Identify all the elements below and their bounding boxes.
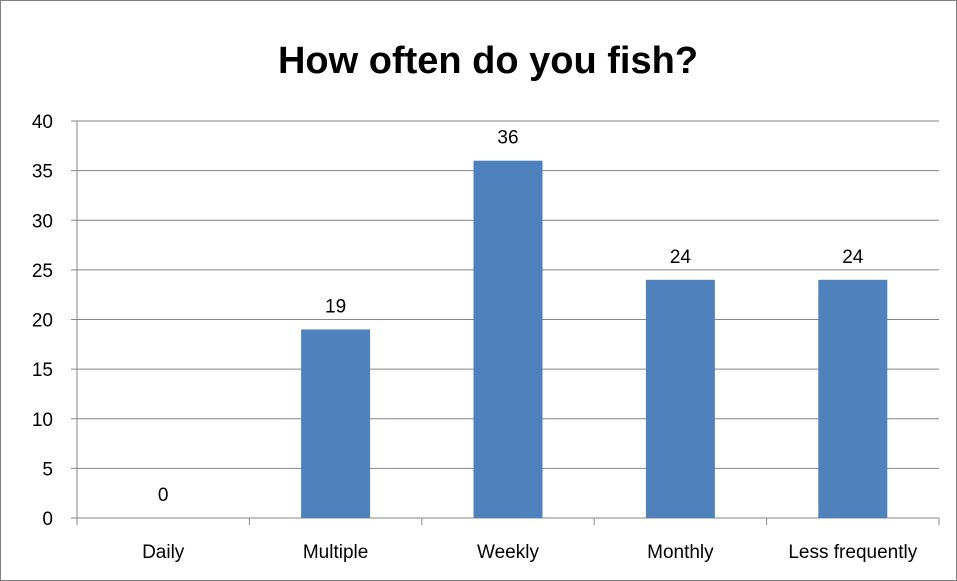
y-tick-label: 30: [32, 211, 53, 232]
y-tick-label: 5: [42, 459, 53, 480]
y-tick-label: 25: [32, 261, 53, 282]
y-axis-ticks: 0 5 10 15 20 25 30 35 40: [32, 112, 53, 530]
data-label: 36: [497, 128, 518, 149]
data-label: 24: [670, 247, 692, 268]
bar: [645, 279, 715, 518]
data-label: 19: [325, 296, 346, 317]
category-label: Daily: [142, 542, 185, 563]
x-axis-categories: Daily Multiple Weekly Monthly Less frequentl…: [142, 542, 918, 563]
y-tick-label: 35: [32, 162, 53, 183]
bar: [473, 160, 543, 518]
category-label: Less frequently: [788, 542, 917, 563]
y-tick-label: 15: [32, 360, 53, 381]
chart-title: How often do you fish?: [278, 40, 698, 82]
category-label: Multiple: [303, 542, 368, 563]
data-labels: 0 19 36 24 24: [158, 128, 864, 506]
category-label: Monthly: [647, 542, 714, 563]
bar: [818, 279, 888, 518]
category-label: Weekly: [477, 542, 539, 563]
bar: [301, 329, 371, 518]
data-label: 24: [842, 247, 864, 268]
bars: [301, 160, 888, 518]
y-tick-label: 40: [32, 112, 53, 133]
y-tick-label: 0: [42, 509, 53, 530]
data-label: 0: [158, 485, 169, 506]
y-tick-label: 10: [32, 410, 53, 431]
y-tick-label: 20: [32, 311, 53, 332]
